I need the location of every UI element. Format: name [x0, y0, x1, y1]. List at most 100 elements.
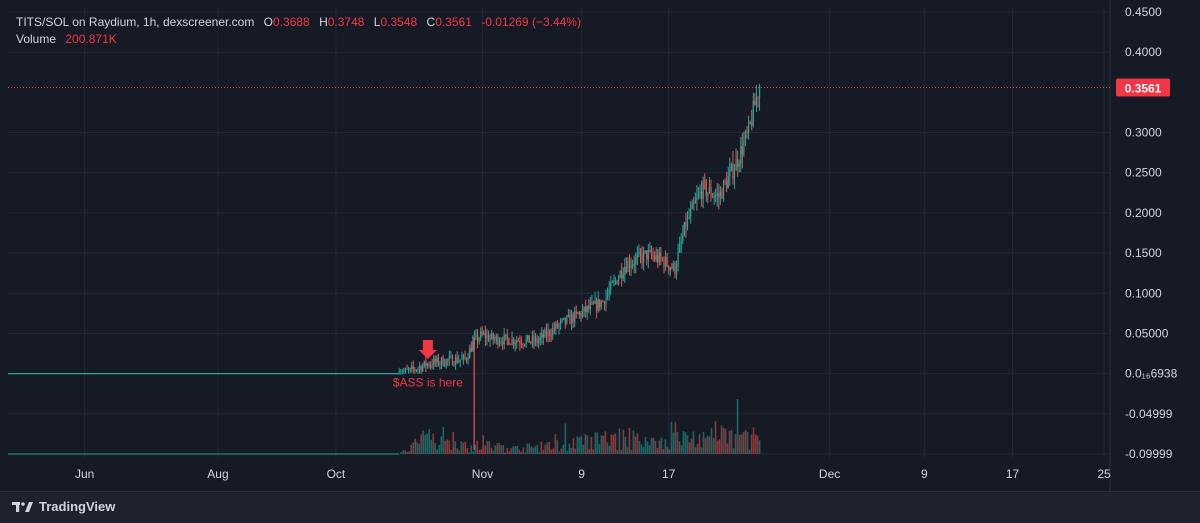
- volume-bar: [528, 443, 531, 454]
- volume-bar: [516, 445, 519, 454]
- volume-bar: [580, 436, 583, 454]
- candle-body: [583, 306, 585, 311]
- candle-body: [418, 366, 421, 369]
- volume-bar: [400, 452, 403, 454]
- candle-body: [459, 359, 461, 361]
- legend-low-label: L: [373, 15, 381, 29]
- volume-bar: [732, 448, 735, 454]
- candle-body: [489, 338, 491, 341]
- candle-body: [622, 274, 624, 279]
- volume-bar: [482, 435, 485, 454]
- candle-body: [585, 306, 587, 313]
- price-axis[interactable]: 0.4500 0.4000 0.3000 0.2500 0.2000 0.1500 0.10…: [1125, 5, 1178, 461]
- candle-body: [569, 314, 571, 325]
- candle-body: [624, 267, 626, 275]
- candle-body: [400, 373, 402, 375]
- volume-bar: [692, 431, 695, 454]
- volume-bar: [576, 436, 579, 454]
- candle-body: [530, 342, 532, 344]
- candle-body: [470, 348, 472, 352]
- candle-body: [746, 131, 748, 133]
- candle-body: [674, 263, 676, 274]
- volume-bar: [460, 441, 463, 454]
- candle-body: [534, 338, 537, 342]
- candle-body: [404, 369, 407, 373]
- candle-body: [480, 331, 482, 339]
- time-axis[interactable]: Jun Aug Oct Nov 9 17 Dec 9 17 25: [75, 467, 1111, 481]
- candle-body: [408, 369, 410, 371]
- volume-bar: [640, 444, 643, 454]
- volume-bar: [648, 445, 651, 454]
- volume-bar: [664, 439, 667, 454]
- candle-body: [512, 338, 515, 344]
- time-tick-label: 17: [1006, 467, 1020, 481]
- volume-bar: [568, 443, 571, 454]
- candle-body: [447, 359, 449, 361]
- candle-body: [508, 338, 510, 345]
- volume-bar: [458, 450, 461, 454]
- volume-bar: [510, 448, 513, 454]
- price-tick-label: 0.2500: [1125, 166, 1162, 180]
- candle-body: [588, 306, 590, 310]
- volume-bar: [696, 444, 699, 454]
- candle-body: [433, 359, 435, 366]
- candle-body: [704, 180, 706, 182]
- candle-body: [458, 360, 460, 363]
- candle-body: [414, 369, 416, 371]
- candle-body: [611, 282, 613, 283]
- candle-body: [401, 373, 403, 375]
- candle-body: [614, 280, 617, 282]
- volume-bar: [564, 423, 567, 454]
- candle-body: [425, 360, 427, 366]
- volume-bar: [562, 444, 565, 454]
- candle-body: [683, 222, 685, 236]
- candle-body: [737, 158, 739, 167]
- volume-bar: [478, 450, 481, 454]
- candle-body: [616, 280, 618, 284]
- volume-bar: [682, 431, 685, 454]
- candle-body: [754, 100, 756, 106]
- volume-bar: [596, 432, 599, 454]
- candle-body: [741, 145, 743, 155]
- candle-body: [509, 344, 512, 345]
- volume-bar: [506, 447, 509, 454]
- candle-body: [498, 342, 501, 345]
- candle-body: [655, 255, 657, 260]
- candle-body: [740, 145, 742, 164]
- volume-bar: [652, 437, 655, 454]
- candle-body: [541, 333, 543, 338]
- volume-bar: [602, 435, 605, 454]
- volume-bar: [472, 451, 475, 454]
- volume-bar: [448, 440, 451, 454]
- candle-body: [519, 341, 521, 344]
- candle-body: [666, 256, 668, 266]
- volume-bar: [558, 451, 561, 454]
- candle-body: [558, 324, 560, 328]
- volume-bar: [758, 440, 761, 454]
- tradingview-logo[interactable]: TradingView: [12, 499, 115, 514]
- candle-body: [647, 250, 649, 260]
- candle-body: [563, 317, 565, 320]
- volume-bar: [410, 444, 413, 454]
- legend-volume-row: Volume 200.871K: [16, 31, 581, 48]
- volume-bar: [730, 429, 733, 454]
- candle-body: [613, 280, 615, 283]
- tradingview-icon: [12, 501, 33, 512]
- candle-body: [517, 340, 519, 342]
- price-tick-label: -0.04999: [1125, 407, 1173, 421]
- candle-body: [409, 368, 411, 370]
- candle-body: [467, 358, 469, 360]
- candle-body: [727, 176, 729, 189]
- candlesticks: [8, 83, 761, 450]
- volume-bar: [690, 438, 693, 454]
- volume-bar: [540, 441, 543, 454]
- volume-bars: [8, 398, 761, 455]
- volume-bar: [746, 431, 749, 454]
- candle-body: [715, 195, 717, 197]
- candle-body: [729, 169, 731, 177]
- volume-bar: [722, 427, 725, 454]
- candle-body: [749, 122, 751, 123]
- volume-bar: [636, 433, 639, 454]
- volume-bar: [628, 427, 631, 454]
